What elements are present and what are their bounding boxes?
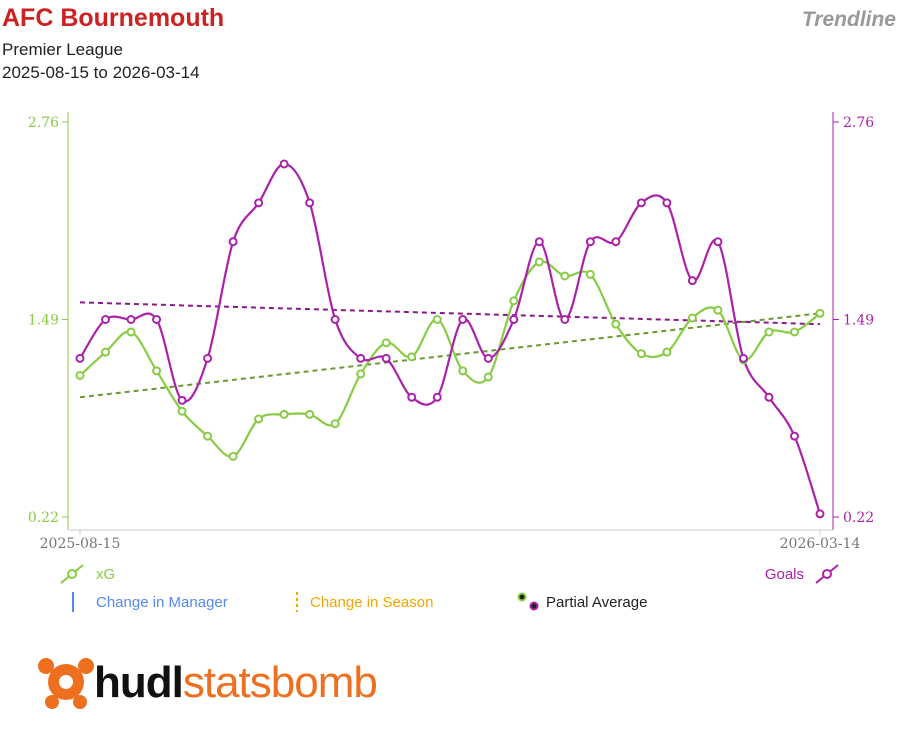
xg-data-point[interactable]: [254, 414, 264, 424]
xg-data-point[interactable]: [815, 308, 825, 318]
goals-data-point[interactable]: [509, 315, 519, 324]
left-y-tick-label: 1.49: [28, 313, 59, 329]
goals-data-point[interactable]: [407, 392, 417, 402]
partial-average-legend-label[interactable]: Partial Average: [546, 594, 648, 611]
x-label-start: 2025-08-15: [40, 536, 121, 552]
xg-data-point[interactable]: [458, 366, 468, 376]
season-change-legend-icon[interactable]: [294, 591, 300, 613]
xg-data-point[interactable]: [152, 366, 162, 376]
goals-series-line: [79, 162, 822, 515]
xg-data-point[interactable]: [636, 349, 646, 359]
goals-data-point[interactable]: [305, 198, 315, 208]
goals-trend-line: [79, 301, 821, 326]
series-points: [75, 159, 825, 519]
xg-data-point[interactable]: [203, 431, 213, 441]
goals-data-point[interactable]: [228, 237, 238, 247]
goals-data-point[interactable]: [764, 392, 774, 402]
right-y-ticks: 0.22 1.49 2.76: [833, 115, 874, 526]
xg-data-point[interactable]: [764, 327, 774, 337]
xg-data-point[interactable]: [662, 347, 672, 357]
brand-wordmark-statsbomb: statsbomb: [182, 658, 378, 707]
goals-data-point[interactable]: [101, 315, 111, 324]
goals-data-point[interactable]: [687, 276, 697, 286]
goals-legend-label[interactable]: Goals: [764, 566, 804, 583]
right-y-tick-label: 2.76: [843, 115, 874, 131]
goals-data-point[interactable]: [458, 315, 468, 324]
trend-lines: [79, 301, 821, 399]
x-label-end: 2026-03-14: [780, 536, 861, 552]
goals-data-point[interactable]: [75, 353, 85, 363]
goals-data-point[interactable]: [356, 353, 366, 363]
manager-change-legend-label[interactable]: Change in Manager: [96, 594, 228, 611]
goals-data-point[interactable]: [177, 395, 187, 405]
xg-data-point[interactable]: [534, 257, 544, 267]
xg-data-point[interactable]: [177, 406, 187, 416]
goals-data-point[interactable]: [738, 353, 748, 363]
partial-average-legend-icon[interactable]: [516, 591, 542, 613]
left-y-tick-label: 2.76: [28, 115, 59, 131]
goals-data-point[interactable]: [152, 315, 162, 324]
right-y-tick-label: 0.22: [843, 510, 874, 526]
xg-data-point[interactable]: [560, 271, 570, 281]
xg-data-point[interactable]: [585, 269, 595, 279]
xg-data-point[interactable]: [305, 409, 315, 419]
goals-data-point[interactable]: [611, 237, 621, 247]
goals-data-point[interactable]: [585, 237, 595, 247]
brand-wordmark-hudl: hudl: [94, 658, 184, 707]
xg-data-point[interactable]: [687, 313, 697, 323]
goals-data-point[interactable]: [560, 315, 570, 324]
goals-data-point[interactable]: [636, 198, 646, 208]
left-y-tick-label: 0.22: [28, 510, 59, 526]
goals-data-point[interactable]: [713, 237, 723, 247]
left-y-ticks: 0.22 1.49 2.76: [28, 115, 68, 526]
right-y-tick-label: 1.49: [843, 313, 874, 329]
xg-data-point[interactable]: [509, 296, 519, 306]
goals-legend-icon[interactable]: [813, 562, 841, 586]
xg-data-point[interactable]: [101, 347, 111, 357]
xg-data-point[interactable]: [126, 327, 136, 337]
goals-data-point[interactable]: [815, 509, 825, 519]
goals-data-point[interactable]: [483, 353, 493, 363]
xg-legend-label[interactable]: xG: [96, 566, 116, 583]
xg-data-point[interactable]: [330, 419, 340, 429]
chart-mode-label[interactable]: Trendline: [801, 8, 896, 31]
goals-data-point[interactable]: [534, 237, 544, 247]
xg-data-point[interactable]: [713, 305, 723, 315]
goals-data-point[interactable]: [279, 159, 289, 169]
xg-data-point[interactable]: [75, 370, 85, 380]
xg-data-point[interactable]: [407, 352, 417, 362]
goals-data-point[interactable]: [789, 431, 799, 441]
goals-data-point[interactable]: [254, 198, 264, 208]
goals-data-point[interactable]: [432, 392, 442, 402]
manager-change-legend-icon[interactable]: [70, 591, 76, 613]
xg-data-point[interactable]: [789, 327, 799, 337]
date-range: 2025-08-15 to 2026-03-14: [2, 63, 200, 82]
series-lines: [79, 162, 822, 515]
xg-data-point[interactable]: [279, 409, 289, 419]
hudl-logo-icon: [38, 658, 94, 709]
brand-wordmark: hudlstatsbomb: [94, 655, 378, 711]
goals-data-point[interactable]: [126, 315, 136, 324]
xg-data-point[interactable]: [611, 319, 621, 329]
goals-data-point[interactable]: [662, 198, 672, 208]
xg-data-point[interactable]: [432, 315, 442, 324]
xg-data-point[interactable]: [356, 369, 366, 379]
xg-data-point[interactable]: [381, 338, 391, 348]
xg-data-point[interactable]: [228, 451, 238, 461]
season-change-legend-label[interactable]: Change in Season: [310, 594, 434, 611]
xg-legend-icon[interactable]: [58, 562, 86, 586]
xg-data-point[interactable]: [483, 372, 493, 382]
goals-data-point[interactable]: [330, 315, 340, 324]
goals-data-point[interactable]: [203, 353, 213, 363]
team-title: AFC Bournemouth: [2, 4, 225, 32]
goals-data-point[interactable]: [381, 353, 391, 363]
trendline-chart: 0.22 1.49 2.76 0.22 1.49 2.76 2025-08-15 202…: [28, 112, 874, 552]
competition-subtitle: Premier League: [2, 40, 123, 59]
chart-axes: [67, 112, 834, 535]
